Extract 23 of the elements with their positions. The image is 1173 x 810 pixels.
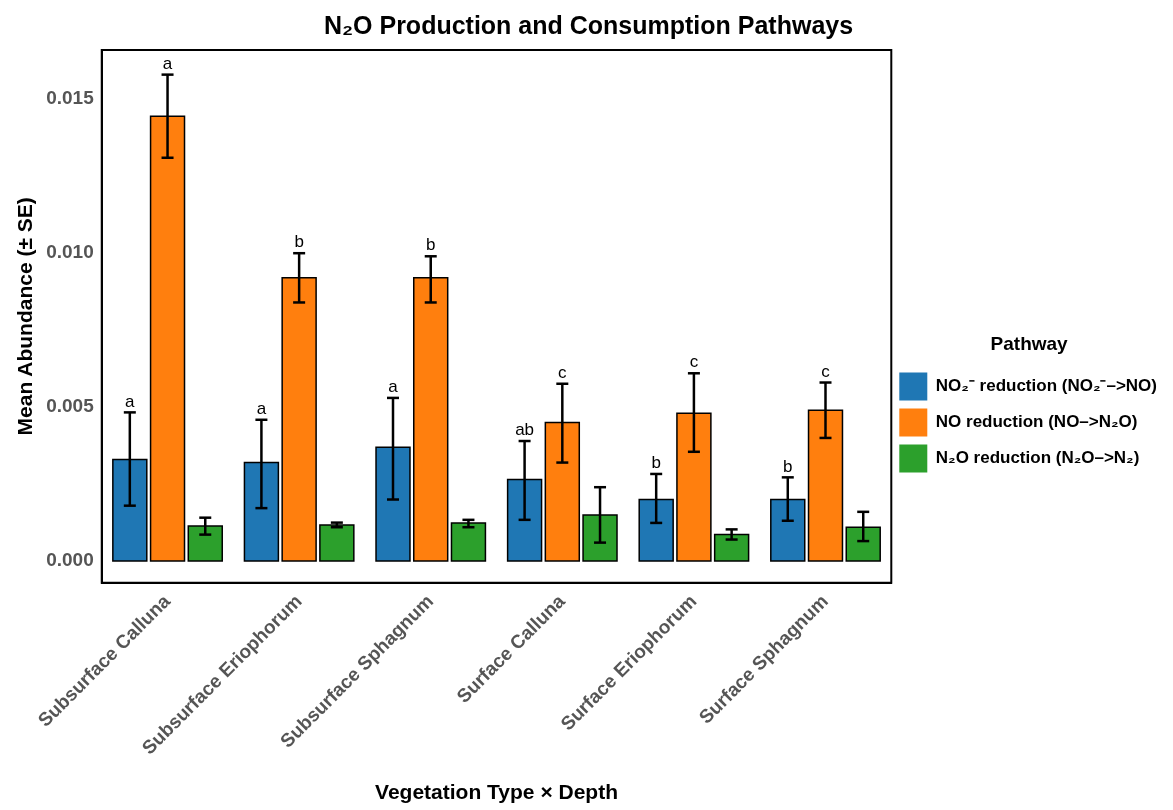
x-axis-title: Vegetation Type × Depth xyxy=(375,780,618,804)
y-tick-label: 0.010 xyxy=(46,241,94,263)
legend-title: Pathway xyxy=(990,333,1069,355)
data-label: a xyxy=(388,377,399,397)
data-label: a xyxy=(125,391,136,411)
data-label: c xyxy=(689,352,699,372)
data-label: b xyxy=(294,232,304,252)
data-label: ab xyxy=(515,420,535,440)
legend-label: N₂O reduction (N₂O–>N₂) xyxy=(935,448,1140,468)
legend-label: NO₂⁻ reduction (NO₂⁻–>NO) xyxy=(935,376,1158,396)
data-label: b xyxy=(783,456,793,476)
data-label: b xyxy=(651,453,661,473)
y-tick-label: 0.000 xyxy=(46,549,94,571)
data-label: b xyxy=(425,235,436,255)
data-label: a xyxy=(256,398,267,418)
y-tick-label: 0.015 xyxy=(46,87,95,109)
data-label: c xyxy=(821,361,831,381)
data-label: a xyxy=(162,53,173,73)
data-label: c xyxy=(558,362,568,382)
chart-title: N₂O Production and Consumption Pathways xyxy=(323,10,854,39)
y-axis-title: Mean Abundance (± SE) xyxy=(13,197,37,436)
y-tick-label: 0.005 xyxy=(46,395,95,417)
legend-label: NO reduction (NO–>N₂O) xyxy=(935,412,1138,432)
